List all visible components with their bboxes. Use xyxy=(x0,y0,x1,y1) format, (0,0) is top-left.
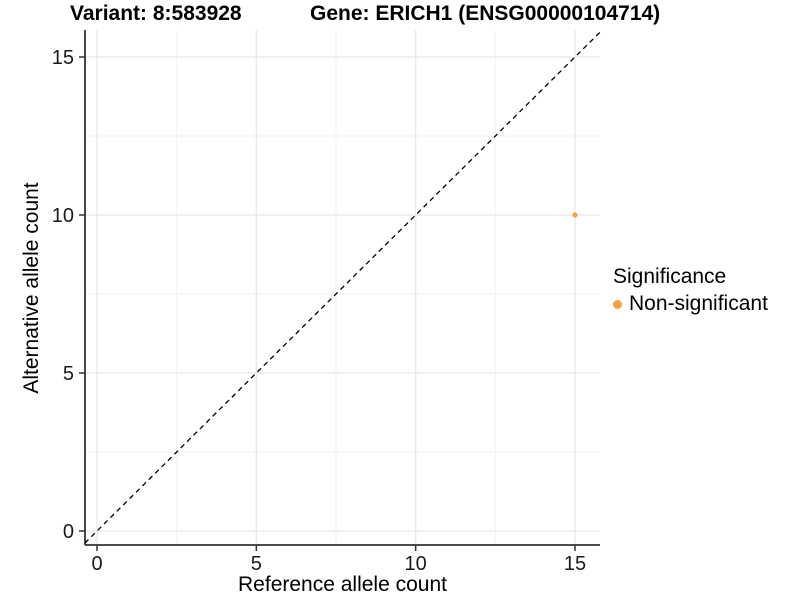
legend-entry: Non-significant xyxy=(613,292,768,316)
y-tick-label: 10 xyxy=(52,205,74,227)
x-axis-label: Reference allele count xyxy=(238,573,447,596)
legend-entry-label: Non-significant xyxy=(629,292,768,315)
legend: Significance Non-significant xyxy=(613,265,768,316)
x-tick-label: 10 xyxy=(405,553,427,575)
gene-title: Gene: ERICH1 (ENSG00000104714) xyxy=(310,2,661,25)
x-tick-label: 0 xyxy=(91,553,102,575)
y-axis-label: Alternative allele count xyxy=(20,182,43,394)
legend-dot-icon xyxy=(613,299,622,309)
y-tick-label: 5 xyxy=(63,363,74,385)
x-tick-label: 5 xyxy=(251,553,262,575)
y-tick-label: 15 xyxy=(52,47,74,69)
variant-title: Variant: 8:583928 xyxy=(70,2,242,25)
identity-line xyxy=(84,31,601,544)
legend-title: Significance xyxy=(613,265,727,288)
x-tick-label: 15 xyxy=(564,553,586,575)
y-tick-label: 0 xyxy=(63,521,74,543)
legend-entries: Non-significant xyxy=(613,292,768,316)
data-point xyxy=(572,212,578,218)
